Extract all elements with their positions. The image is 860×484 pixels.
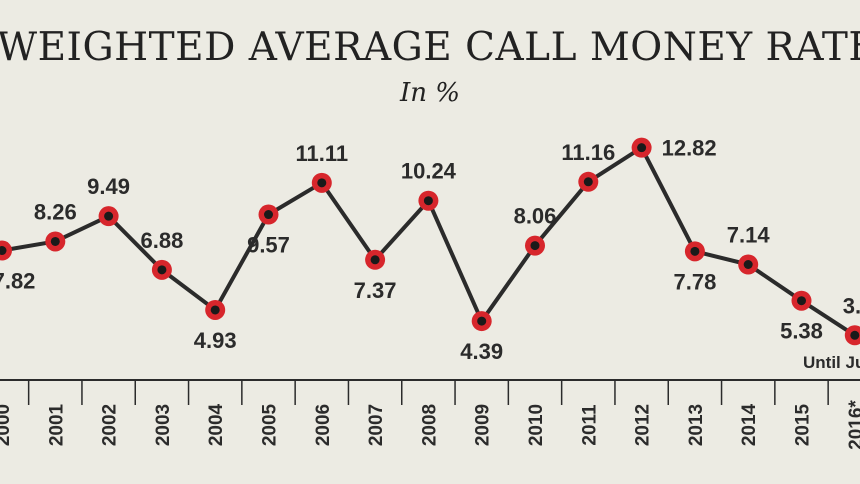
data-point-marker-center [157,265,167,275]
chart-title: WEIGHTED AVERAGE CALL MONEY RATE [0,25,860,70]
x-axis-year-label: 2003 [153,404,174,446]
data-point-marker-center [264,210,273,220]
data-value-label: 7.78 [673,269,716,294]
series-line-segment [479,243,537,324]
series-line-segment [213,212,271,312]
data-value-label: 4.93 [194,328,237,353]
x-axis-year-label: 2012 [633,404,654,446]
data-markers-group [0,137,860,346]
data-point-marker-center [50,236,60,246]
x-axis-year-label: 2004 [206,403,227,446]
x-axis-year-label: 2009 [473,404,494,446]
data-point-marker-center [477,316,487,326]
data-value-label: 3.7 [843,293,860,318]
data-value-label: 11.11 [295,141,348,166]
x-axis-year-label: 2006 [313,404,334,446]
series-line-segment [639,145,697,254]
data-point-marker-center [743,260,753,270]
x-axis-year-label: 2005 [260,403,281,446]
data-point-marker-center [530,241,540,251]
data-value-label: 4.39 [460,339,503,364]
data-point-marker-center [0,246,7,256]
data-point-marker-center [583,177,593,187]
series-line-segment [799,298,857,338]
series-line-segment [746,262,804,303]
data-point-marker-center [370,255,380,265]
data-point-marker-center [850,330,860,340]
data-value-label: 12.82 [662,136,717,161]
data-point-marker-center [690,246,700,256]
data-labels-group: 7.82 8.26 9.49 6.88 4.93 9.57 11.11 7.37 10.24 4.… [0,136,860,364]
series-line-segment [266,180,324,217]
data-value-label: 8.06 [514,204,557,229]
series-line-segment [106,214,164,272]
series-line-segment [373,198,431,262]
x-axis-year-label: 2002 [100,404,121,446]
x-axis-year-label: 2001 [46,403,67,446]
data-point-marker-center [797,296,806,306]
x-axis-year-label: 2010 [526,404,547,446]
data-value-label: 10.24 [401,159,457,184]
data-value-label: 7.14 [727,223,771,248]
data-value-label: 9.57 [247,233,290,258]
chart-note: Until June [803,353,860,372]
data-point-marker-center [423,196,433,206]
data-point-marker-center [317,178,327,188]
x-axis-year-label: 2011 [579,404,600,446]
data-point-marker-center [637,143,647,153]
data-value-label: 7.82 [0,269,35,294]
x-axis-year-label: 2014 [739,403,760,446]
data-value-label: 11.16 [561,140,615,165]
data-value-label: 5.38 [780,319,823,344]
x-axis-labels-group: 2000 2001 2002 2003 2004 2005 2006 2007 2008 2009… [0,400,860,450]
series-line-segment [159,267,218,312]
series-line-segment [533,179,591,248]
data-point-marker-center [104,211,114,221]
x-axis-year-label: 2000 [0,404,14,446]
data-value-label: 7.37 [354,278,397,303]
x-axis-ticks-group [27,380,829,405]
data-value-label: 9.49 [87,174,130,199]
x-axis-year-label: 2013 [686,404,707,446]
x-axis-year-label: 2008 [419,404,440,446]
data-value-label: 6.88 [140,228,183,253]
series-line-segment [426,198,484,324]
series-line-segment [319,180,378,262]
x-axis-year-label: 2007 [366,404,387,446]
x-axis-year-label: 2016* [846,400,860,450]
x-axis-year-label: 2015 [793,403,814,446]
chart-subtitle: In % [399,78,460,108]
data-value-label: 8.26 [34,199,77,224]
data-point-marker-center [210,305,220,315]
series-line-segment [586,145,644,184]
